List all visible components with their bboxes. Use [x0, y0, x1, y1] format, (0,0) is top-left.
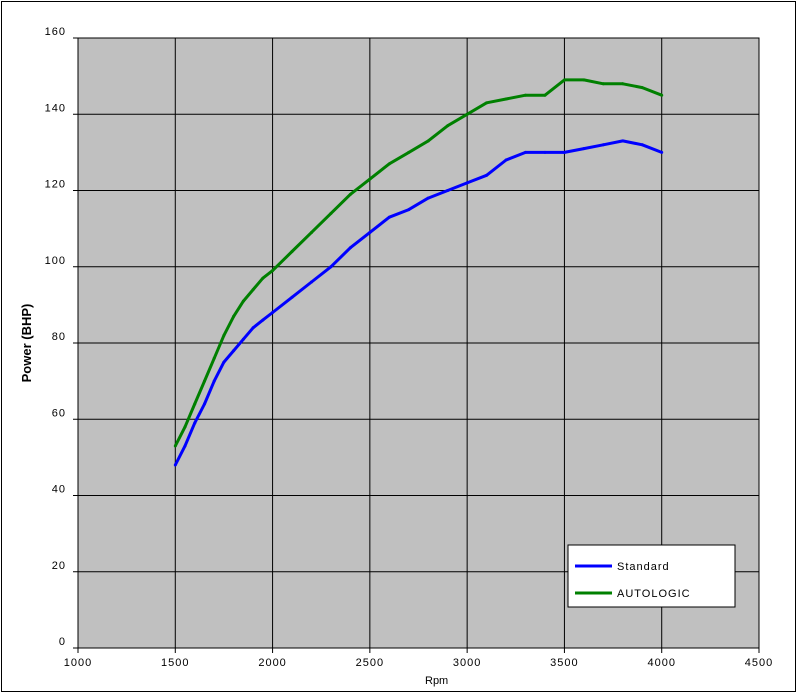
data-point	[640, 143, 644, 147]
data-point	[309, 280, 313, 284]
y-tick-label: 80	[52, 331, 66, 343]
data-point	[348, 192, 352, 196]
x-tick-label: 1500	[161, 657, 189, 669]
data-point	[426, 139, 430, 143]
data-point	[621, 82, 625, 86]
data-point	[485, 173, 489, 177]
data-point	[407, 150, 411, 154]
data-point	[387, 215, 391, 219]
x-axis-title: Rpm	[425, 675, 448, 687]
data-point	[387, 162, 391, 166]
data-point	[261, 276, 265, 280]
data-point	[173, 463, 177, 467]
data-point	[193, 421, 197, 425]
data-point	[193, 402, 197, 406]
x-tick-label: 2500	[356, 657, 384, 669]
data-point	[543, 150, 547, 154]
data-point	[261, 318, 265, 322]
data-point	[504, 97, 508, 101]
data-point	[329, 265, 333, 269]
data-point	[290, 295, 294, 299]
data-point	[251, 288, 255, 292]
y-tick-label: 0	[59, 636, 66, 648]
data-point	[241, 337, 245, 341]
data-point	[232, 314, 236, 318]
y-tick-label: 140	[45, 102, 66, 114]
data-point	[222, 360, 226, 364]
data-point	[202, 379, 206, 383]
data-point	[660, 93, 664, 97]
data-point	[660, 150, 664, 154]
legend-box	[567, 544, 736, 608]
data-point	[504, 158, 508, 162]
data-point	[183, 425, 187, 429]
data-point	[485, 101, 489, 105]
data-point	[446, 189, 450, 192]
data-point	[621, 139, 625, 143]
y-tick-label: 40	[52, 484, 66, 496]
data-point	[407, 208, 411, 212]
y-tick-label: 20	[52, 560, 66, 572]
data-point	[222, 333, 226, 337]
data-point	[562, 78, 566, 82]
data-point	[524, 150, 528, 154]
data-point	[329, 211, 333, 215]
x-tick-label: 2000	[258, 657, 286, 669]
legend-label: Standard	[617, 561, 670, 573]
data-point	[183, 444, 187, 448]
data-point	[202, 402, 206, 406]
y-tick-label: 160	[45, 26, 66, 38]
data-point	[232, 349, 236, 353]
data-point	[271, 311, 275, 314]
data-point	[601, 143, 605, 147]
y-tick-label: 60	[52, 407, 66, 419]
x-tick-label: 4500	[745, 657, 773, 669]
data-point	[543, 93, 547, 97]
x-tick-label: 3500	[550, 657, 578, 669]
x-tick-label: 4000	[647, 657, 675, 669]
data-point	[446, 124, 450, 128]
legend-label: AUTOLOGIC	[617, 588, 691, 600]
data-point	[426, 196, 430, 200]
data-point	[212, 379, 216, 383]
data-point	[368, 230, 372, 234]
data-point	[251, 326, 255, 330]
data-point	[582, 147, 586, 151]
data-point	[465, 112, 469, 116]
legend: Standard AUTOLOGIC	[567, 544, 736, 608]
y-axis-title: Power (BHP)	[19, 304, 34, 383]
data-point	[601, 82, 605, 86]
y-tick-label: 100	[45, 255, 66, 267]
tick-labels: 1000 1500 2000 2500 3000 3500 4000 4500 0 20 40 60 8…	[45, 26, 773, 669]
data-point	[465, 181, 469, 185]
data-point	[562, 150, 566, 154]
data-point	[524, 93, 528, 97]
data-point	[348, 246, 352, 250]
data-point	[309, 230, 313, 234]
y-tick-label: 120	[45, 179, 66, 191]
data-point	[640, 86, 644, 90]
data-point	[290, 250, 294, 253]
grid-lines	[73, 37, 760, 653]
data-point	[173, 444, 177, 448]
data-point	[271, 269, 275, 273]
data-point	[212, 356, 216, 360]
data-point	[582, 78, 586, 82]
data-point	[241, 299, 245, 303]
data-point	[368, 177, 372, 181]
x-tick-label: 1000	[64, 657, 92, 669]
x-tick-label: 3000	[453, 657, 481, 669]
series-layer	[173, 78, 664, 467]
